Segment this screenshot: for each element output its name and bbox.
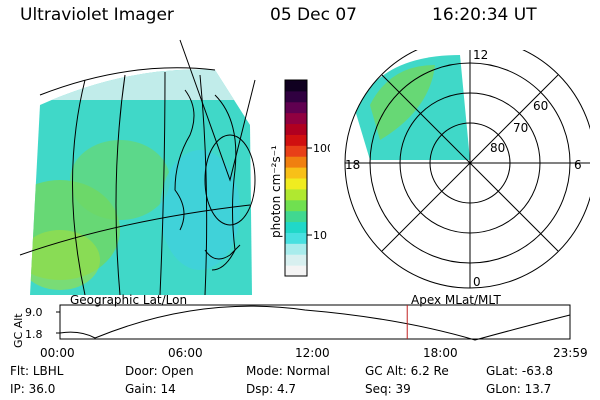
image-time: 16:20:34 UT xyxy=(432,5,537,25)
mlt-label-6: 6 xyxy=(574,158,582,172)
colorbar-segment xyxy=(285,254,307,266)
colorbar-segment xyxy=(285,167,307,179)
colorbar-segment xyxy=(285,90,307,103)
status-glon: GLon: 13.7 xyxy=(486,382,552,396)
colorbar-segment xyxy=(285,188,307,201)
mlt-label-12: 12 xyxy=(473,50,488,62)
status-filter: Flt: LBHL xyxy=(10,364,64,378)
colorbar-tick-10: 10 xyxy=(313,229,327,242)
polar-plot-caption: Apex MLat/MLT xyxy=(411,293,501,307)
colorbar-segment xyxy=(285,145,307,157)
colorbar-segment xyxy=(285,80,307,92)
colorbar-segment xyxy=(285,134,307,146)
geo-map-caption: Geographic Lat/Lon xyxy=(70,293,188,307)
status-dsp: Dsp: 4.7 xyxy=(246,382,297,396)
mlt-label-0: 0 xyxy=(473,275,481,289)
status-glat: GLat: -63.8 xyxy=(486,364,553,378)
mlat-label-80: 80 xyxy=(490,141,505,155)
polar-plot: 12 18 6 0 60 70 80 xyxy=(344,50,590,289)
image-date: 05 Dec 07 xyxy=(270,5,357,25)
mlat-label-60: 60 xyxy=(533,99,548,113)
colorbar-segment xyxy=(285,210,307,223)
colorbar: 100 10 photon cm⁻²s⁻¹ xyxy=(269,79,330,277)
time-tick-0000: 00:00 xyxy=(40,346,75,360)
altitude-ytick-1.8: 1.8 xyxy=(25,328,43,341)
colorbar-segment xyxy=(285,221,307,233)
colorbar-tick-100: 100 xyxy=(313,142,330,155)
altitude-ylabel: GC Alt xyxy=(12,313,25,348)
status-mode: Mode: Normal xyxy=(246,364,330,378)
colorbar-segment xyxy=(285,232,307,244)
colorbar-segment xyxy=(285,178,307,190)
status-seq: Seq: 39 xyxy=(365,382,411,396)
colorbar-segment xyxy=(285,101,307,114)
colorbar-segment xyxy=(285,123,307,135)
status-ip: IP: 36.0 xyxy=(10,382,56,396)
altitude-plot: GC Alt 9.0 1.8 xyxy=(12,304,571,348)
colorbar-segment xyxy=(285,199,307,212)
mlt-label-18: 18 xyxy=(345,158,360,172)
time-tick-0600: 06:00 xyxy=(168,346,203,360)
altitude-ytick-9: 9.0 xyxy=(25,306,43,319)
status-gain: Gain: 14 xyxy=(125,382,176,396)
colorbar-segment xyxy=(285,112,307,125)
status-gc-alt: GC Alt: 6.2 Re xyxy=(365,364,449,378)
instrument-title: Ultraviolet Imager xyxy=(20,5,174,25)
mlat-label-70: 70 xyxy=(513,121,528,135)
colorbar-segment xyxy=(285,243,307,255)
colorbar-unit-label: photon cm⁻²s⁻¹ xyxy=(269,145,283,238)
time-tick-1800: 18:00 xyxy=(423,346,458,360)
status-door: Door: Open xyxy=(125,364,194,378)
time-tick-2359: 23:59 xyxy=(553,346,588,360)
geographic-map xyxy=(19,39,256,295)
colorbar-segment xyxy=(285,156,307,168)
time-tick-1200: 12:00 xyxy=(295,346,330,360)
colorbar-segment xyxy=(285,265,307,277)
